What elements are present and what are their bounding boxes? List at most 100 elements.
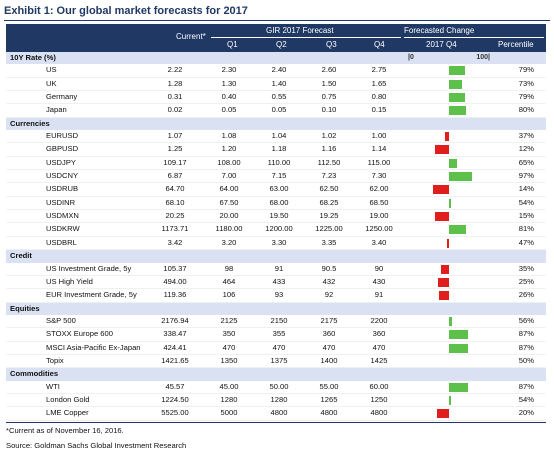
section-fill xyxy=(494,52,546,65)
cell-q3: 112.50 xyxy=(304,156,354,171)
cell-q2: 91 xyxy=(254,262,304,276)
cell-current: 45.57 xyxy=(146,380,204,394)
cell-current: 1.07 xyxy=(146,130,204,144)
cell-q3: 432 xyxy=(304,275,354,290)
row-label: WTI xyxy=(6,380,146,394)
change-bar-cell xyxy=(404,406,494,421)
cell-q4: 0.15 xyxy=(354,103,404,118)
cell-q2: 470 xyxy=(254,341,304,355)
table-row: USDKRW 1173.71 1180.00 1200.00 1225.00 1250.0… xyxy=(6,222,546,237)
cell-percentile: 73% xyxy=(494,77,546,92)
title-divider xyxy=(4,20,550,21)
cell-percentile: 65% xyxy=(494,156,546,171)
section-fill xyxy=(254,302,304,315)
cell-q1: 1350 xyxy=(204,354,254,369)
footnote: *Current as of November 16, 2016. xyxy=(6,426,124,435)
change-bar-cell xyxy=(404,156,494,171)
row-label: US Investment Grade, 5y xyxy=(6,262,146,276)
section-label: Credit xyxy=(6,249,146,263)
cell-q4: 19.00 xyxy=(354,209,404,224)
cell-q2: 1.40 xyxy=(254,77,304,92)
table-row: Japan 0.02 0.05 0.05 0.10 0.15 80% xyxy=(6,103,546,118)
cell-percentile: 20% xyxy=(494,406,546,421)
cell-q4: 2.75 xyxy=(354,64,404,78)
table-row: London Gold 1224.50 1280 1280 1265 1250 54% xyxy=(6,393,546,408)
change-bar xyxy=(449,93,466,103)
cell-current: 68.10 xyxy=(146,196,204,211)
cell-q1: 0.05 xyxy=(204,103,254,118)
cell-percentile: 56% xyxy=(494,314,546,329)
section-fill xyxy=(354,52,404,65)
cell-q1: 350 xyxy=(204,327,254,342)
cell-percentile: 81% xyxy=(494,222,546,237)
cell-q2: 93 xyxy=(254,288,304,303)
cell-current: 2.22 xyxy=(146,64,204,78)
cell-current: 494.00 xyxy=(146,275,204,290)
change-bar-cell xyxy=(404,288,494,303)
section-fill xyxy=(354,302,404,315)
cell-q1: 1180.00 xyxy=(204,222,254,237)
cell-current: 0.02 xyxy=(146,103,204,118)
cell-current: 1421.65 xyxy=(146,354,204,369)
change-bar xyxy=(449,172,473,182)
cell-q3: 3.35 xyxy=(304,236,354,251)
cell-q4: 60.00 xyxy=(354,380,404,394)
row-label: USDCNY xyxy=(6,169,146,184)
cell-q1: 2.30 xyxy=(204,64,254,78)
cell-q3: 90.5 xyxy=(304,262,354,276)
table-row: USDBRL 3.42 3.20 3.30 3.35 3.40 47% xyxy=(6,236,546,251)
cell-percentile: 87% xyxy=(494,327,546,342)
cell-q1: 64.00 xyxy=(204,182,254,197)
section-fill xyxy=(204,249,254,263)
cell-q3: 68.25 xyxy=(304,196,354,211)
section-row: Equities xyxy=(6,302,546,315)
section-scale-cell xyxy=(404,367,494,381)
cell-q2: 0.55 xyxy=(254,90,304,105)
cell-current: 20.25 xyxy=(146,209,204,224)
section-fill xyxy=(204,367,254,381)
cell-percentile: 97% xyxy=(494,169,546,184)
section-fill xyxy=(254,117,304,131)
section-row: Credit xyxy=(6,249,546,263)
section-fill xyxy=(494,302,546,315)
section-fill xyxy=(254,249,304,263)
cell-q3: 2.60 xyxy=(304,64,354,78)
table-row: S&P 500 2176.94 2125 2150 2175 2200 56% xyxy=(6,314,546,329)
table-row: EURUSD 1.07 1.08 1.04 1.02 1.00 37% xyxy=(6,130,546,144)
cell-current: 105.37 xyxy=(146,262,204,276)
cell-percentile: 14% xyxy=(494,182,546,197)
cell-q4: 91 xyxy=(354,288,404,303)
change-bar-cell xyxy=(404,275,494,290)
section-row: Currencies xyxy=(6,117,546,131)
change-bar-cell xyxy=(404,169,494,184)
change-bar-cell xyxy=(404,209,494,224)
cell-q4: 1.00 xyxy=(354,130,404,144)
cell-q2: 1280 xyxy=(254,393,304,408)
table-row: EUR Investment Grade, 5y 119.36 106 93 92 91 2… xyxy=(6,288,546,303)
header-change-underline xyxy=(404,37,544,38)
header-gir-underline xyxy=(211,37,401,38)
change-bar-cell xyxy=(404,341,494,355)
row-label: USDRUB xyxy=(6,182,146,197)
cell-q3: 1.02 xyxy=(304,130,354,144)
section-fill xyxy=(304,367,354,381)
row-label: USDJPY xyxy=(6,156,146,171)
section-fill xyxy=(204,302,254,315)
cell-current: 0.31 xyxy=(146,90,204,105)
section-fill xyxy=(146,302,204,315)
row-label: STOXX Europe 600 xyxy=(6,327,146,342)
change-bar-cell xyxy=(404,262,494,276)
section-scale-cell xyxy=(404,249,494,263)
cell-q4: 430 xyxy=(354,275,404,290)
change-bar xyxy=(449,395,452,405)
change-bar xyxy=(449,330,469,340)
row-label: Japan xyxy=(6,103,146,118)
cell-q2: 63.00 xyxy=(254,182,304,197)
cell-percentile: 37% xyxy=(494,130,546,144)
table-bottom-rule xyxy=(6,422,546,423)
header-forecasted-change: Forecasted Change xyxy=(404,26,475,35)
header-q2: Q2 xyxy=(276,40,287,49)
cell-q2: 1.04 xyxy=(254,130,304,144)
row-label: UK xyxy=(6,77,146,92)
cell-percentile: 50% xyxy=(494,354,546,369)
